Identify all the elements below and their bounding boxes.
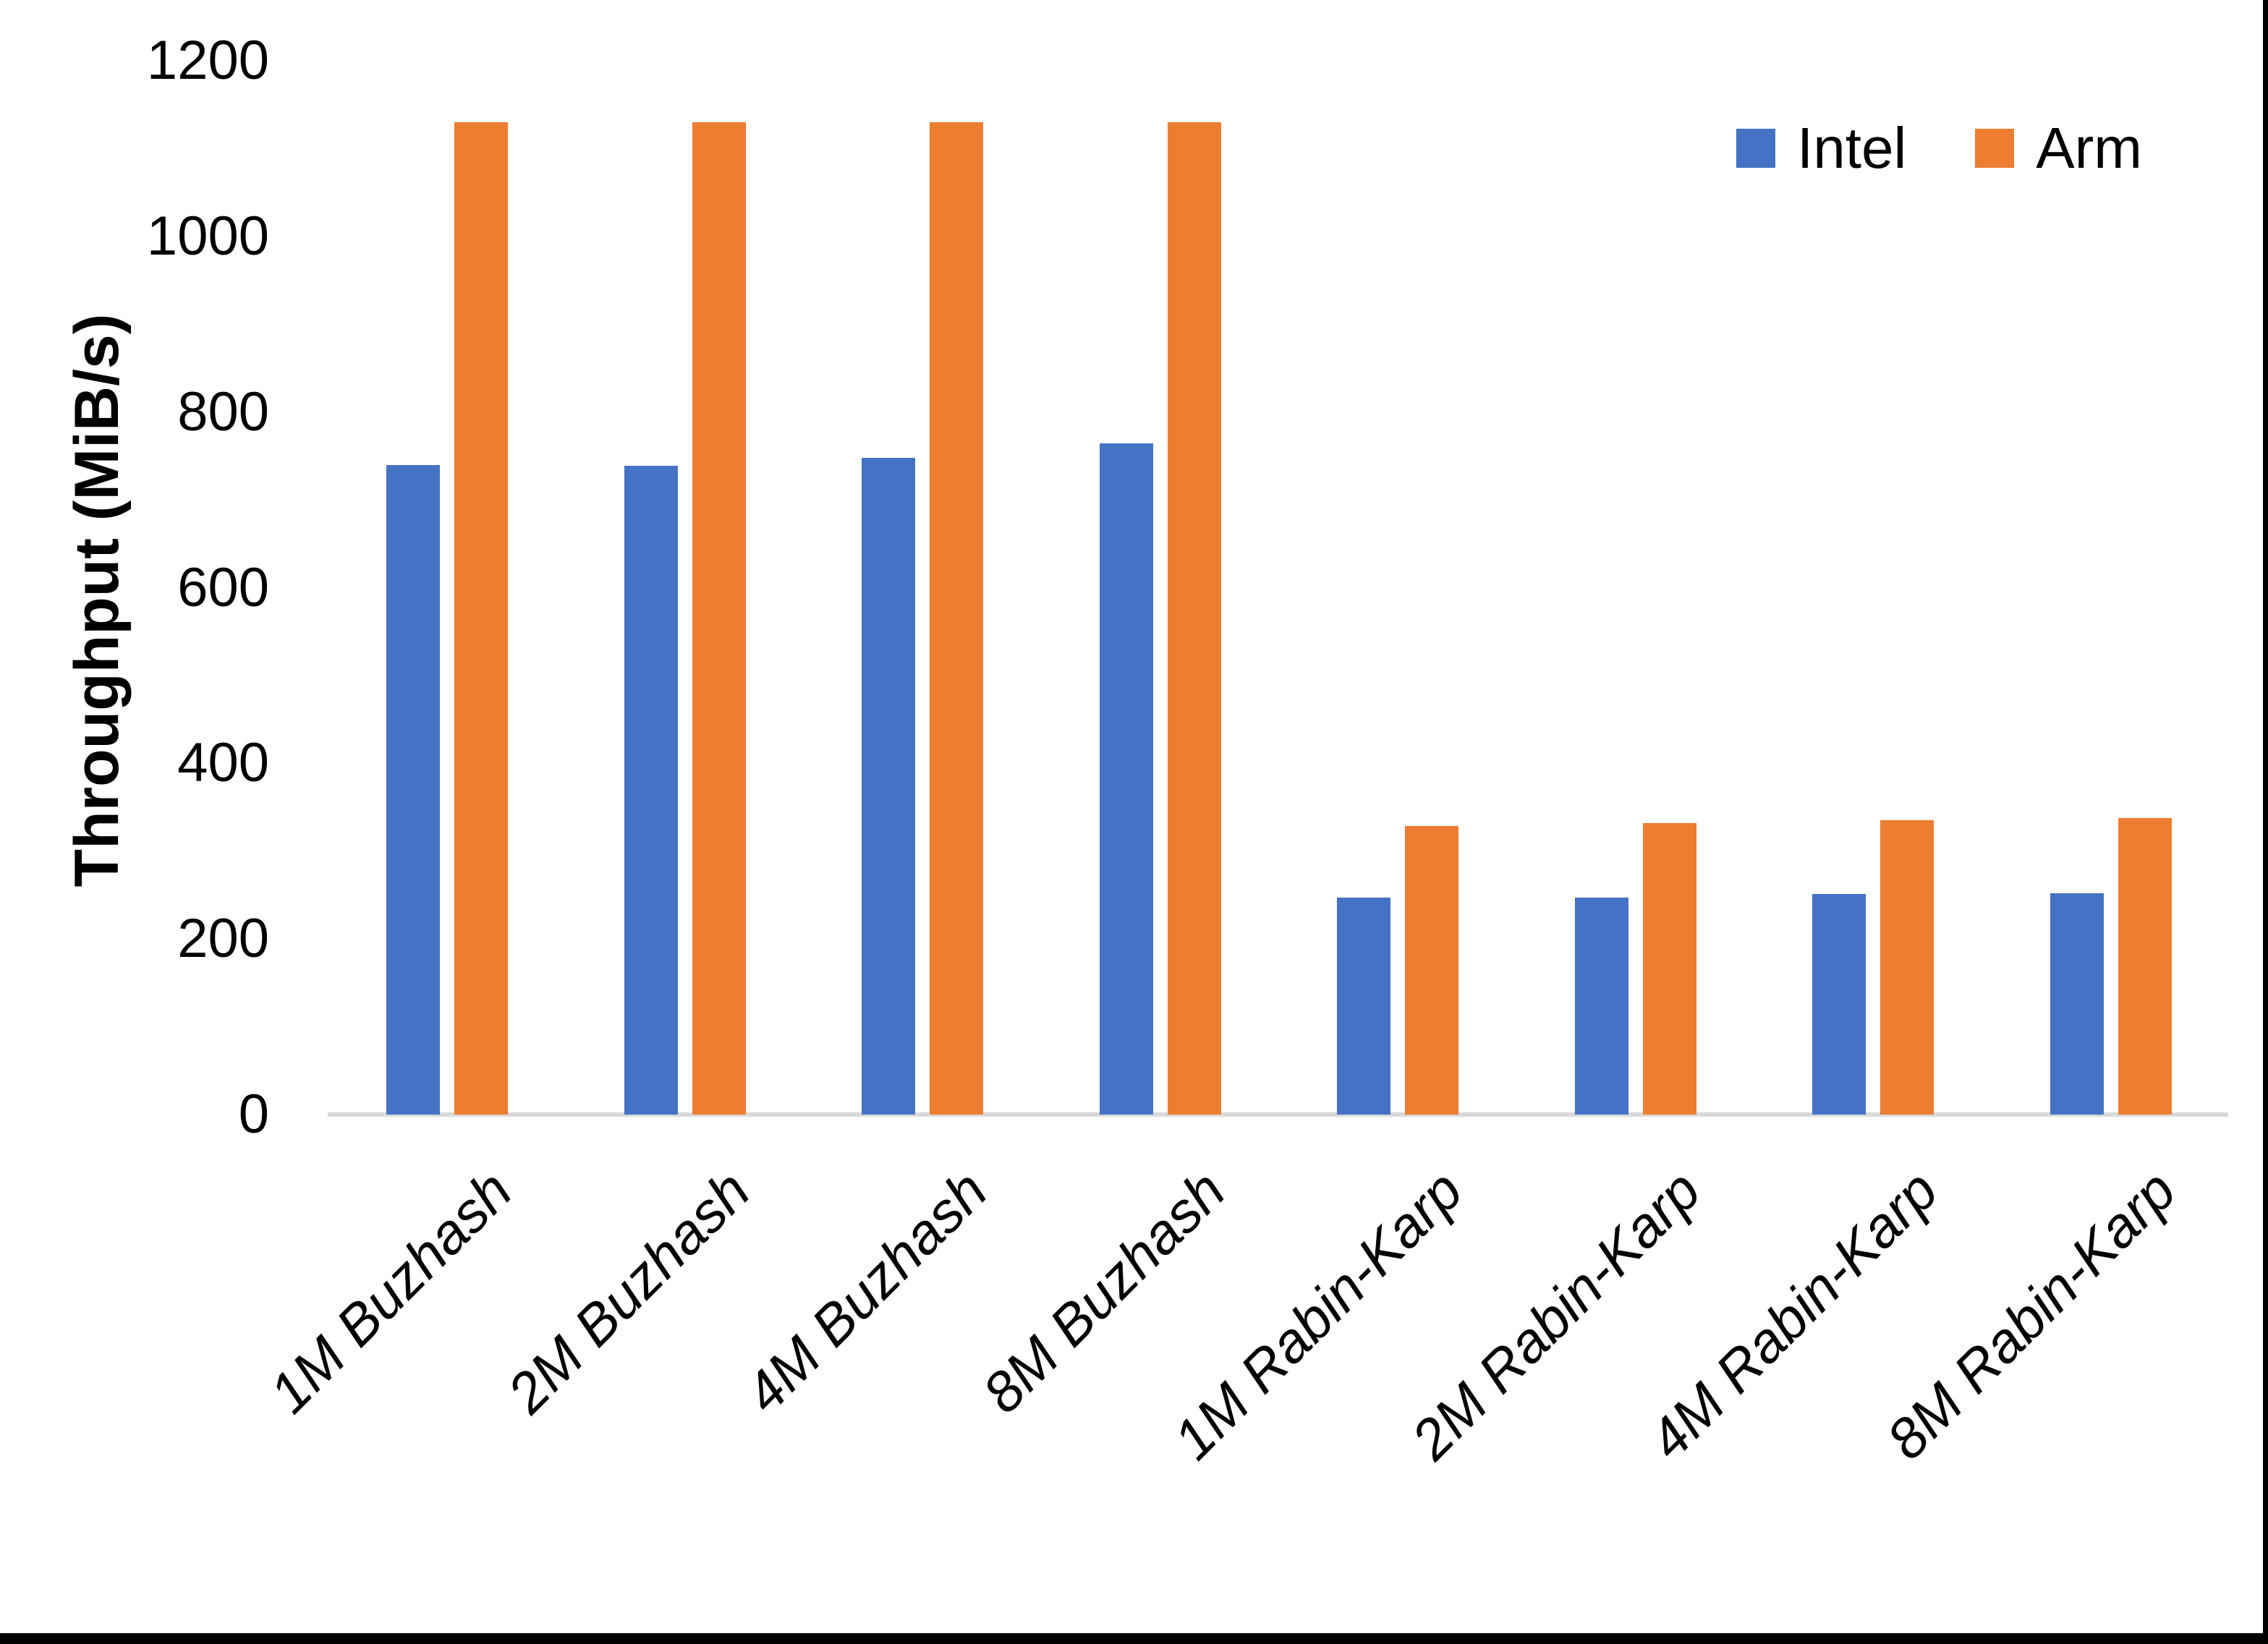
bar-intel-4m-rabin-karp bbox=[1812, 894, 1866, 1115]
x-label-1m-buzhash: 1M Buzhash bbox=[257, 1158, 524, 1426]
bar-intel-4m-buzhash bbox=[862, 458, 915, 1115]
bar-arm-4m-buzhash bbox=[930, 122, 983, 1115]
y-tick-label-600: 600 bbox=[177, 556, 269, 618]
legend-swatch-arm-icon bbox=[1975, 129, 2015, 168]
x-label-4m-buzhash: 4M Buzhash bbox=[732, 1158, 1000, 1426]
bar-arm-8m-buzhash bbox=[1168, 122, 1221, 1115]
legend-item-intel: Intel bbox=[1736, 116, 1906, 181]
legend-label-intel: Intel bbox=[1797, 116, 1907, 180]
bar-intel-1m-buzhash bbox=[386, 465, 440, 1115]
bar-arm-1m-buzhash bbox=[454, 122, 508, 1115]
x-label-8m-buzhash: 8M Buzhash bbox=[970, 1158, 1238, 1426]
y-tick-label-800: 800 bbox=[177, 380, 269, 443]
bar-arm-2m-rabin-karp bbox=[1643, 823, 1696, 1115]
bar-intel-2m-buzhash bbox=[624, 466, 678, 1115]
bar-arm-4m-rabin-karp bbox=[1880, 820, 1934, 1115]
bar-arm-1m-rabin-karp bbox=[1405, 826, 1458, 1115]
window-edge-bottom bbox=[0, 1633, 2268, 1644]
legend-swatch-intel-icon bbox=[1736, 129, 1775, 168]
y-tick-label-400: 400 bbox=[177, 732, 269, 794]
legend-item-arm: Arm bbox=[1975, 116, 2142, 181]
bar-arm-2m-buzhash bbox=[692, 122, 746, 1115]
y-tick-label-0: 0 bbox=[238, 1083, 269, 1145]
bar-intel-1m-rabin-karp bbox=[1337, 898, 1390, 1115]
y-tick-label-200: 200 bbox=[177, 908, 269, 970]
x-axis-line bbox=[328, 1112, 2228, 1117]
bar-intel-8m-buzhash bbox=[1100, 443, 1153, 1115]
bar-intel-8m-rabin-karp bbox=[2050, 893, 2104, 1115]
legend: Intel Arm bbox=[1736, 116, 2142, 181]
bar-arm-8m-rabin-karp bbox=[2118, 818, 2172, 1115]
y-tick-label-1200: 1200 bbox=[146, 30, 269, 91]
legend-label-arm: Arm bbox=[2036, 116, 2142, 180]
window-edge-right bbox=[2263, 0, 2268, 1644]
x-label-2m-buzhash: 2M Buzhash bbox=[495, 1158, 763, 1426]
bar-intel-2m-rabin-karp bbox=[1575, 898, 1628, 1115]
y-tick-label-1000: 1000 bbox=[146, 205, 269, 267]
